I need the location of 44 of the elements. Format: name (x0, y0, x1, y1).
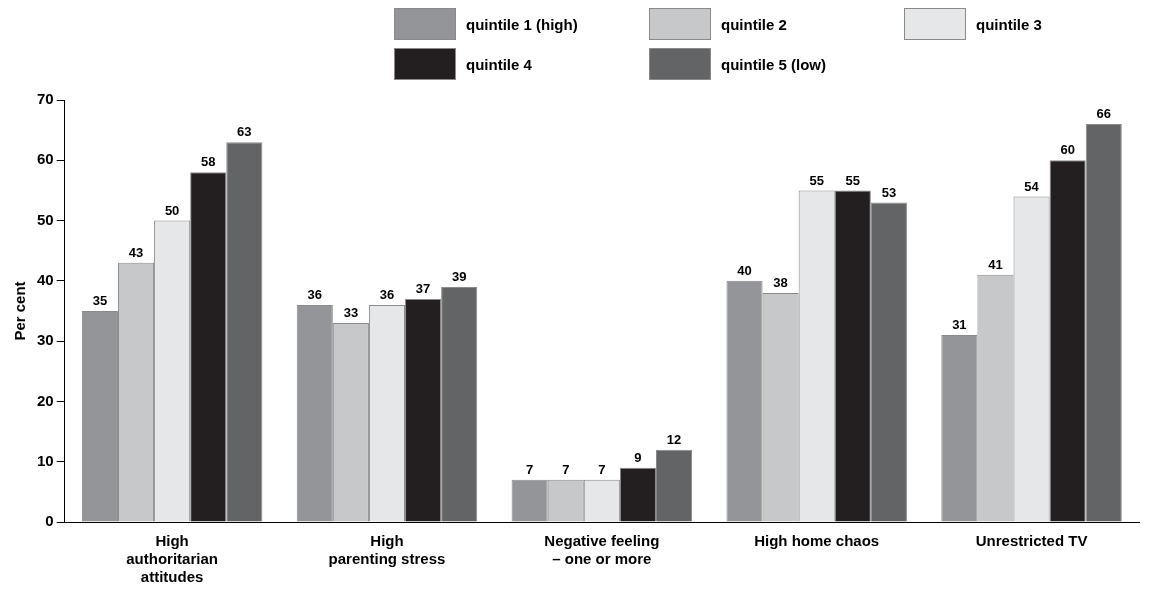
x-tick-label: Negative feeling – one or more (544, 532, 660, 568)
x-tick-label: High authoritarian attitudes (126, 532, 218, 586)
data-label: 36 (307, 287, 323, 303)
data-label: 33 (343, 305, 359, 321)
data-label: 7 (526, 461, 534, 477)
data-label: 55 (809, 172, 824, 188)
data-label: 40 (737, 262, 752, 278)
y-tick-label: 40 (37, 271, 54, 288)
data-label: 54 (1024, 178, 1040, 194)
data-label: 55 (845, 172, 861, 188)
legend-label: quintile 1 (high) (466, 15, 578, 33)
data-label: 58 (200, 154, 216, 170)
y-tick-label: 60 (37, 150, 54, 168)
legend-label: quintile 2 (721, 15, 787, 33)
data-label: 53 (881, 184, 897, 200)
x-tick-label: Unrestricted TV (975, 532, 1088, 550)
y-tick-label: 50 (37, 210, 54, 228)
data-label: 7 (598, 461, 606, 477)
y-tick-label: 70 (37, 90, 54, 108)
data-label: 9 (634, 449, 642, 465)
data-label: 12 (666, 431, 682, 447)
data-label: 63 (237, 124, 252, 140)
x-tick-label: High home chaos (754, 532, 880, 550)
data-label: 60 (1060, 142, 1075, 158)
data-label: 35 (92, 293, 108, 309)
data-label: 43 (128, 244, 144, 260)
data-label: 36 (379, 287, 395, 303)
legend-label: quintile 3 (976, 15, 1042, 33)
x-tick-label: High parenting stress (328, 532, 446, 568)
data-label: 7 (562, 461, 570, 477)
y-axis-title: Per cent (11, 281, 29, 341)
data-label: 37 (415, 281, 431, 297)
data-label: 38 (773, 274, 788, 290)
data-label: 66 (1096, 106, 1111, 122)
legend-label: quintile 4 (466, 55, 532, 73)
data-label: 41 (988, 256, 1003, 272)
legend-label: quintile 5 (low) (721, 55, 826, 73)
y-tick-label: 10 (37, 451, 54, 469)
data-label: 31 (952, 317, 967, 333)
y-tick-label: 0 (45, 512, 54, 530)
y-tick-label: 30 (37, 331, 54, 349)
y-tick-label: 20 (37, 391, 54, 409)
data-label: 39 (451, 268, 467, 284)
data-label: 50 (164, 202, 180, 218)
